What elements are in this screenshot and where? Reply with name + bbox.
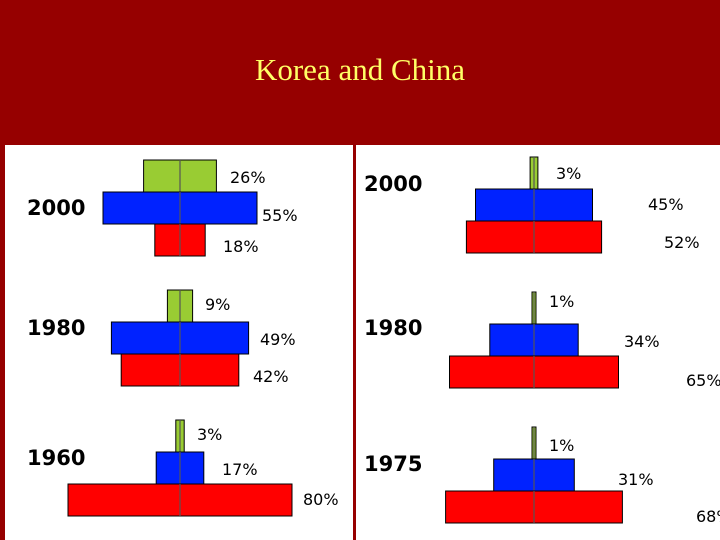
china-panel: 2000 3% 45% 52% 1980 1% 34% 65% 1975 1% 31% 68% xyxy=(356,145,720,540)
korea-2000-elderly-label: 26% xyxy=(230,168,266,187)
china-pyramids-chart: 2000 3% 45% 52% 1980 1% 34% 65% 1975 1% 31% 68% xyxy=(364,156,720,526)
korea-year-label: 2000 xyxy=(27,196,85,220)
korea-1960-young-label: 80% xyxy=(303,490,339,509)
china-2000-elderly-label: 3% xyxy=(556,164,581,183)
china-1975-working-label: 31% xyxy=(618,470,654,489)
china-year-label: 1980 xyxy=(364,316,422,340)
china-1980-young-label: 65% xyxy=(686,371,720,390)
china-1980-elderly-label: 1% xyxy=(549,292,574,311)
slide-title: Korea and China xyxy=(254,52,466,87)
china-2000-young-label: 52% xyxy=(664,233,700,252)
korea-1980-working-label: 49% xyxy=(260,330,296,349)
korea-2000-working-label: 55% xyxy=(262,206,298,225)
china-2000-working-label: 45% xyxy=(648,195,684,214)
china-year-label: 1975 xyxy=(364,452,422,476)
korea-1960-working-label: 17% xyxy=(222,460,258,479)
china-1975-young-label: 68% xyxy=(696,507,720,526)
korea-year-label: 1980 xyxy=(27,316,85,340)
korea-2000-young-label: 18% xyxy=(223,237,259,256)
china-1980-working-label: 34% xyxy=(624,332,660,351)
korea-panel: 2000 26% 55% 18% 1980 9% 49% 42% 1960 3% 17% 80% xyxy=(5,145,353,540)
korea-pyramids-chart: 2000 26% 55%18% 1980 9% 49% 42% 1960 3%17% 80% xyxy=(27,159,339,517)
china-1975-elderly-label: 1% xyxy=(549,436,574,455)
china-year-label: 2000 xyxy=(364,172,422,196)
korea-year-label: 1960 xyxy=(27,446,85,470)
korea-1980-elderly-label: 9% xyxy=(205,295,230,314)
korea-1960-elderly-label: 3% xyxy=(197,425,222,444)
korea-1980-young-label: 42% xyxy=(253,367,289,386)
